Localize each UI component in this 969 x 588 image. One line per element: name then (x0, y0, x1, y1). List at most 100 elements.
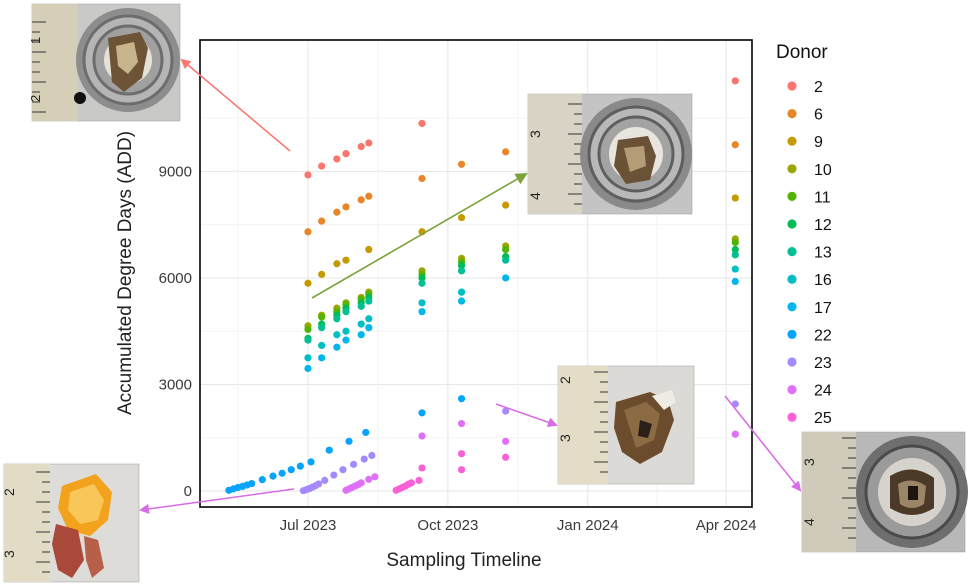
data-point (330, 471, 338, 479)
ruler-label: 3 (1, 550, 17, 558)
data-point (502, 148, 510, 156)
x-axis-ticks: Jul 2023 Oct 2023 Jan 2024 Apr 2024 (280, 517, 757, 534)
data-point (457, 466, 466, 474)
data-point (418, 308, 426, 316)
data-point (731, 277, 739, 286)
data-point (502, 453, 510, 461)
legend-label: 10 (814, 162, 832, 179)
data-point (304, 171, 312, 179)
plot-border (199, 39, 753, 508)
ruler (802, 432, 856, 552)
data-point (333, 155, 341, 163)
series-donor-22 (225, 395, 466, 494)
legend-label: 2 (814, 79, 823, 96)
data-point (321, 476, 329, 484)
data-point (304, 228, 312, 236)
data-point (731, 251, 739, 259)
data-point (365, 139, 373, 147)
data-point (365, 324, 373, 332)
ruler (558, 366, 608, 484)
ruler-label: 3 (557, 434, 573, 442)
data-point (415, 476, 423, 484)
data-point (365, 245, 373, 254)
data-point (731, 238, 739, 247)
data-point (418, 279, 426, 287)
data-point (318, 217, 326, 225)
data-point (342, 336, 350, 344)
legend: Donor 2 6 9 10 11 12 13 16 17 22 23 24 25 (776, 42, 832, 427)
data-point (342, 150, 350, 158)
data-point (349, 460, 358, 468)
series-donor-13 (304, 251, 739, 344)
data-point (418, 299, 426, 307)
data-point (457, 288, 466, 296)
data-point (342, 256, 350, 264)
legend-label: 23 (814, 355, 832, 372)
data-point (418, 119, 426, 128)
data-point (457, 213, 466, 222)
data-point (365, 315, 373, 323)
legend-key-9 (787, 136, 797, 146)
data-point (357, 196, 365, 204)
arrow-donor-23-right (724, 395, 802, 492)
data-point (457, 160, 466, 168)
legend-key-23 (787, 357, 797, 367)
data-point (360, 455, 368, 463)
legend-key-13 (787, 247, 797, 257)
data-point (269, 472, 277, 480)
data-point (731, 265, 739, 273)
legend-label: 6 (814, 107, 823, 124)
data-point (357, 320, 365, 328)
legend-key-2 (787, 81, 797, 91)
data-point (333, 343, 341, 351)
legend-key-11 (787, 191, 797, 201)
photo-top-right: 3 4 (527, 93, 693, 215)
data-point (315, 480, 323, 488)
data-point (318, 313, 326, 321)
data-point (318, 270, 326, 278)
ruler-label: 3 (527, 130, 543, 138)
y-tick-label: 3000 (159, 376, 192, 393)
data-point (333, 260, 341, 268)
data-point (258, 476, 266, 484)
data-point (502, 437, 510, 445)
x-tick-label: Jul 2023 (280, 517, 337, 534)
data-point (304, 336, 312, 344)
connector-arrows (139, 58, 802, 514)
arrow-donor-23-left (139, 488, 295, 514)
ruler-label: 1 (28, 37, 43, 44)
data-point (307, 458, 315, 466)
data-point (318, 162, 326, 170)
data-point (365, 192, 373, 200)
data-point (362, 428, 370, 437)
x-tick-label: Oct 2023 (417, 517, 478, 534)
data-point (357, 479, 365, 487)
arrow-donor-23-middle (495, 403, 558, 428)
legend-label: 12 (814, 217, 832, 234)
data-point (357, 142, 365, 151)
data-point (296, 462, 304, 470)
photo-bottom-right: 3 4 (801, 431, 968, 553)
data-point (418, 432, 426, 440)
ruler-label: 4 (527, 192, 543, 200)
legend-label: 11 (814, 189, 831, 206)
data-point (325, 446, 333, 454)
photo-top-left: 1 2 (28, 3, 181, 122)
data-point (342, 327, 350, 335)
data-point (318, 324, 326, 332)
series-donor-2 (304, 77, 739, 179)
data-point (502, 407, 510, 415)
legend-key-6 (787, 109, 797, 119)
data-point (502, 274, 510, 282)
data-point (304, 325, 312, 334)
data-point (457, 450, 466, 458)
plot-area (199, 39, 753, 508)
data-point (457, 297, 466, 305)
legend-label: 13 (814, 245, 832, 262)
data-point (731, 245, 739, 254)
data-point (502, 245, 510, 254)
photo-bottom-left: 2 3 (1, 463, 140, 583)
data-point (731, 77, 739, 85)
x-tick-label: Jan 2024 (557, 517, 619, 534)
